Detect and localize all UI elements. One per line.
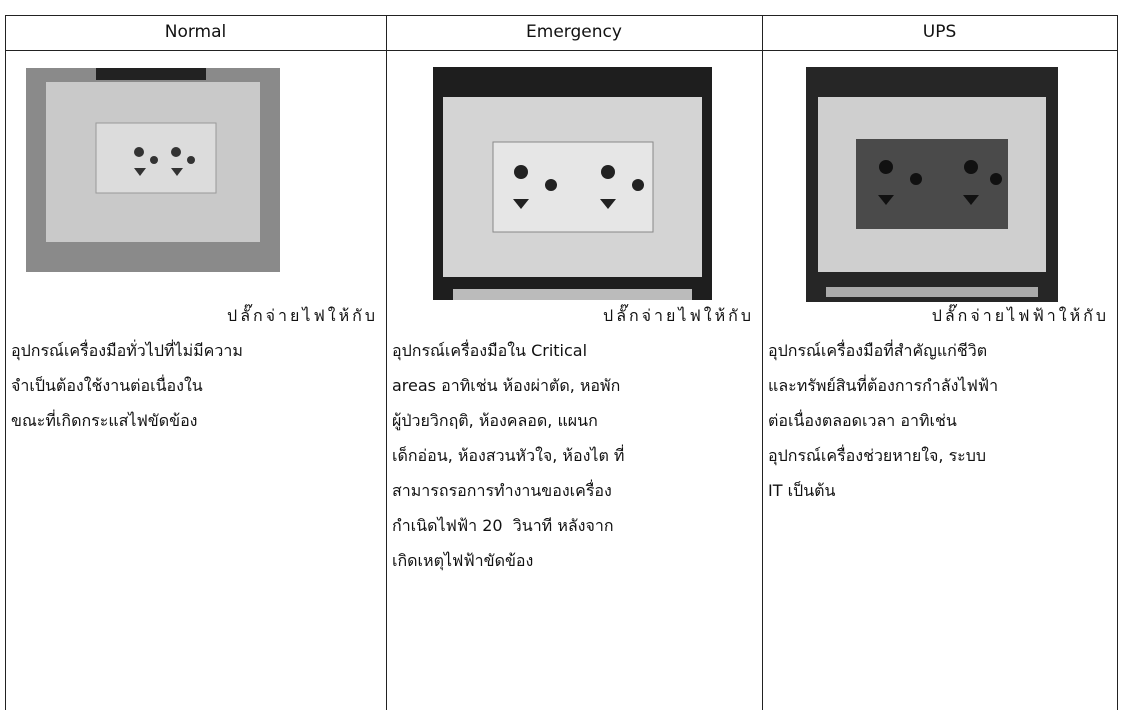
table-border bbox=[5, 15, 6, 710]
table-border bbox=[386, 15, 387, 710]
cell-text-line: IT เป็นต้น bbox=[768, 481, 836, 500]
column-header: UPS bbox=[922, 22, 957, 42]
cell-text-line: ต่อเนื่องตลอดเวลา อาทิเช่น bbox=[768, 411, 957, 430]
cell-text-line: และทรัพย์สินที่ต้องการกำลังไฟฟ้า bbox=[768, 376, 999, 395]
table-border bbox=[1117, 15, 1118, 710]
cell-text-line: areas อาทิเช่น ห้องผ่าตัด, หอพัก bbox=[392, 376, 621, 395]
cell-text-line: อุปกรณ์เครื่องมือที่สำคัญแก่ชีวิต bbox=[768, 341, 988, 360]
cell-text-line: ปลั๊กจ่ายไฟให้กับ bbox=[227, 306, 378, 325]
table-border bbox=[5, 15, 1118, 16]
cell-text-line: ขณะที่เกิดกระแสไฟขัดข้อง bbox=[11, 411, 198, 430]
outlet-photo bbox=[433, 67, 712, 300]
column-header: Emergency bbox=[526, 22, 622, 42]
cell-text-line: ปลั๊กจ่ายไฟฟ้าให้กับ bbox=[931, 306, 1109, 325]
cell-text-line: เด็กอ่อน, ห้องสวนหัวใจ, ห้องไต ที่ bbox=[392, 446, 625, 465]
cell-text-line: อุปกรณ์เครื่องมือใน Critical bbox=[392, 341, 588, 360]
cell-text-line: ผู้ป่วยวิกฤติ, ห้องคลอด, แผนก bbox=[392, 411, 598, 430]
cell-text-line: เกิดเหตุไฟฟ้าขัดข้อง bbox=[392, 551, 534, 570]
cell-text-line: จำเป็นต้องใช้งานต่อเนื่องใน bbox=[11, 376, 203, 395]
table-border bbox=[5, 50, 1118, 51]
cell-text-line: อุปกรณ์เครื่องมือทั่วไปที่ไม่มีความ bbox=[11, 341, 243, 360]
cell-text-line: สามารถรอการทำงานของเครื่อง bbox=[392, 481, 612, 500]
outlet-photo bbox=[806, 67, 1058, 302]
outlet-photo bbox=[26, 68, 280, 272]
cell-text-line: กำเนิดไฟฟ้า 20 วินาที หลังจาก bbox=[392, 516, 614, 535]
table-border bbox=[762, 15, 763, 710]
cell-text-line: อุปกรณ์เครื่องช่วยหายใจ, ระบบ bbox=[768, 446, 987, 465]
cell-text-line: ปลั๊กจ่ายไฟให้กับ bbox=[603, 306, 754, 325]
column-header: Normal bbox=[164, 22, 227, 42]
